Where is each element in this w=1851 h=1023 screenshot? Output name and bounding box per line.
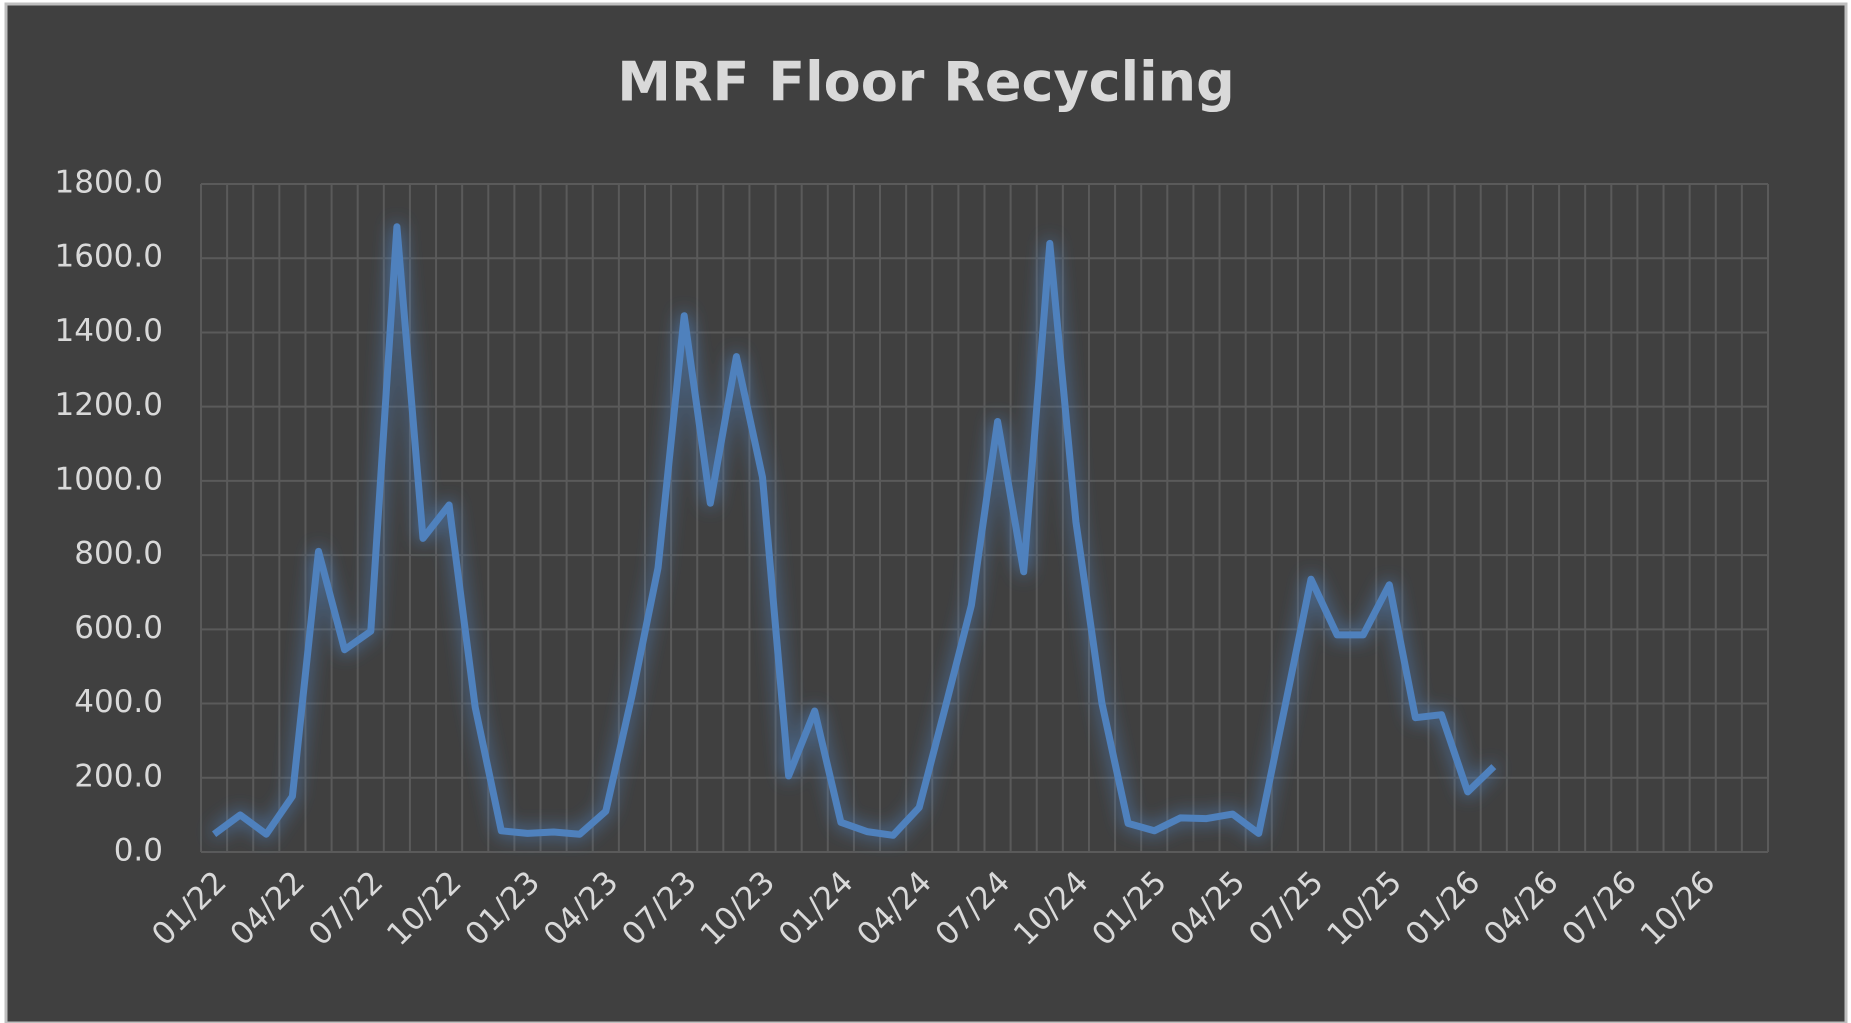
y-tick-label: 600.0 bbox=[74, 610, 163, 646]
y-tick-label: 1600.0 bbox=[55, 239, 163, 275]
y-tick-label: 1200.0 bbox=[55, 387, 163, 423]
chart-title: MRF Floor Recycling bbox=[617, 51, 1235, 114]
y-tick-label: 0.0 bbox=[114, 833, 163, 869]
y-tick-label: 800.0 bbox=[74, 536, 163, 572]
data-line bbox=[212, 223, 1497, 839]
y-tick-label: 1800.0 bbox=[55, 165, 163, 201]
y-tick-label: 400.0 bbox=[74, 684, 163, 720]
y-tick-label: 1000.0 bbox=[55, 461, 163, 497]
y-tick-label: 1400.0 bbox=[55, 313, 163, 349]
y-tick-label: 200.0 bbox=[74, 758, 163, 794]
chart-background bbox=[4, 2, 1848, 1023]
